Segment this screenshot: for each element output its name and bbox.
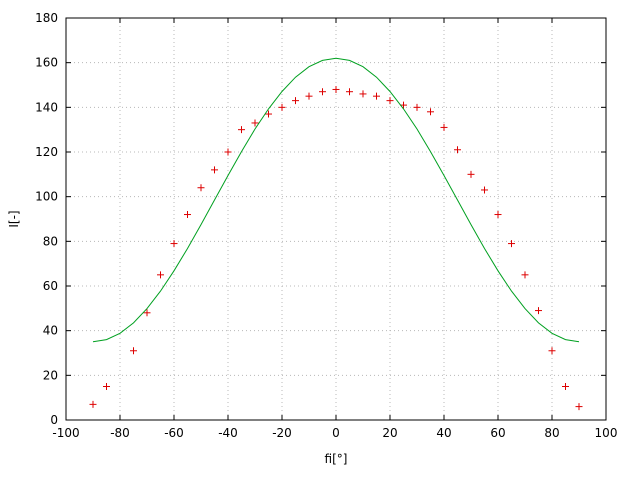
- svg-text:80: 80: [43, 234, 58, 248]
- x-tick-labels: -100 -80 -60 -40 -20 0 20 40 60 80 100: [52, 426, 617, 440]
- svg-text:40: 40: [436, 426, 451, 440]
- svg-text:0: 0: [332, 426, 340, 440]
- svg-text:60: 60: [490, 426, 505, 440]
- svg-text:-40: -40: [218, 426, 238, 440]
- measured-points: [89, 85, 583, 411]
- svg-text:0: 0: [50, 413, 58, 427]
- svg-text:20: 20: [382, 426, 397, 440]
- svg-text:180: 180: [35, 11, 58, 25]
- svg-text:-100: -100: [52, 426, 79, 440]
- x-axis-label: fi[°]: [324, 452, 348, 466]
- svg-text:80: 80: [544, 426, 559, 440]
- svg-text:140: 140: [35, 100, 58, 114]
- svg-text:100: 100: [595, 426, 618, 440]
- svg-text:-80: -80: [110, 426, 130, 440]
- svg-text:120: 120: [35, 145, 58, 159]
- y-axis-label: I[-]: [7, 210, 21, 228]
- svg-text:160: 160: [35, 56, 58, 70]
- svg-text:100: 100: [35, 190, 58, 204]
- svg-text:20: 20: [43, 368, 58, 382]
- tick-marks: [65, 17, 607, 421]
- fit-curve: [92, 57, 580, 343]
- svg-text:40: 40: [43, 324, 58, 338]
- svg-text:60: 60: [43, 279, 58, 293]
- y-tick-labels: 0 20 40 60 80 100 120 140 160 180: [35, 11, 58, 427]
- svg-text:-20: -20: [272, 426, 292, 440]
- svg-text:-60: -60: [164, 426, 184, 440]
- grid-lines: [65, 17, 607, 421]
